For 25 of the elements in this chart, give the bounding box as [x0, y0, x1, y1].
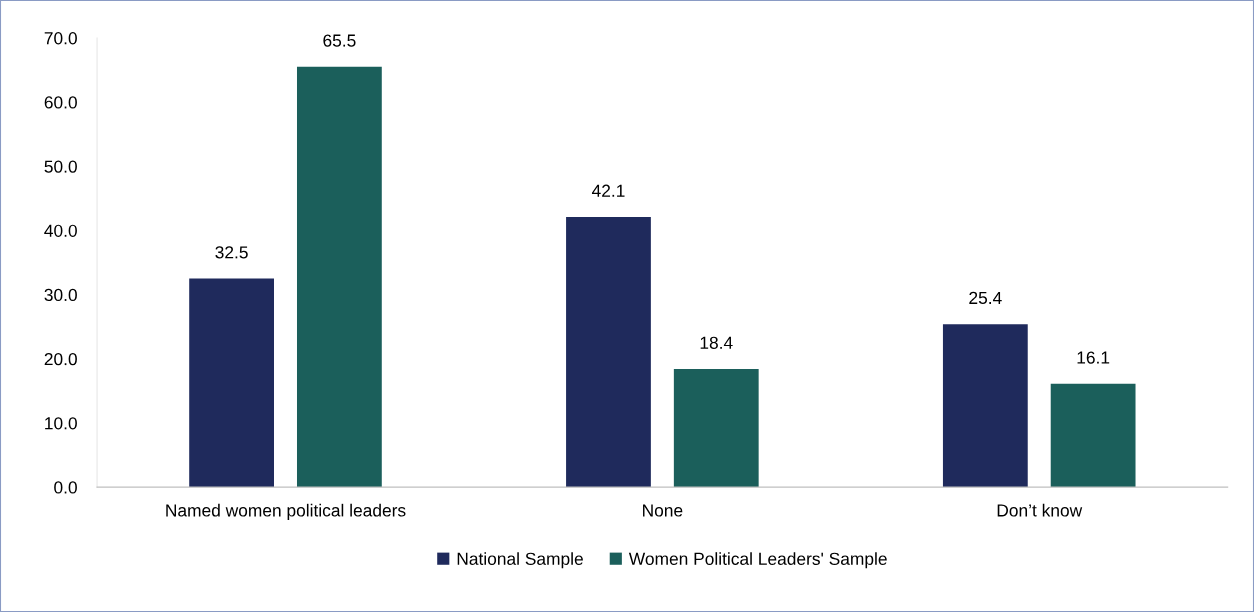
- data-label: 25.4: [969, 291, 1002, 305]
- x-tick-label: Don’t know: [997, 503, 1083, 517]
- y-tick-label: 50.0: [44, 160, 77, 173]
- bar: [566, 216, 651, 488]
- bar: [942, 324, 1028, 488]
- y-tick-label: 10.0: [45, 417, 77, 430]
- x-tick-label: None: [643, 504, 683, 517]
- legend-label: National Sample: [457, 552, 583, 569]
- y-tick-label: 0.0: [54, 481, 77, 494]
- legend-label: Women Political Leaders' Sample: [628, 552, 887, 569]
- data-label: 42.1: [591, 184, 625, 197]
- y-tick-label: 30.0: [44, 288, 77, 302]
- bar: [673, 369, 759, 488]
- data-label: 65.5: [323, 34, 356, 47]
- bar: [1050, 383, 1136, 488]
- bar: [296, 66, 382, 488]
- y-tick-label: 20.0: [44, 352, 77, 366]
- data-label: 18.4: [700, 336, 733, 349]
- y-tick-label: 40.0: [44, 224, 77, 237]
- bar: [189, 278, 274, 488]
- y-tick-label: 60.0: [44, 96, 77, 109]
- x-tick-label: Named women political leaders: [166, 503, 406, 520]
- y-tick-label: 70.0: [44, 32, 77, 45]
- data-label: 32.5: [215, 246, 248, 259]
- data-label: 16.1: [1077, 351, 1110, 364]
